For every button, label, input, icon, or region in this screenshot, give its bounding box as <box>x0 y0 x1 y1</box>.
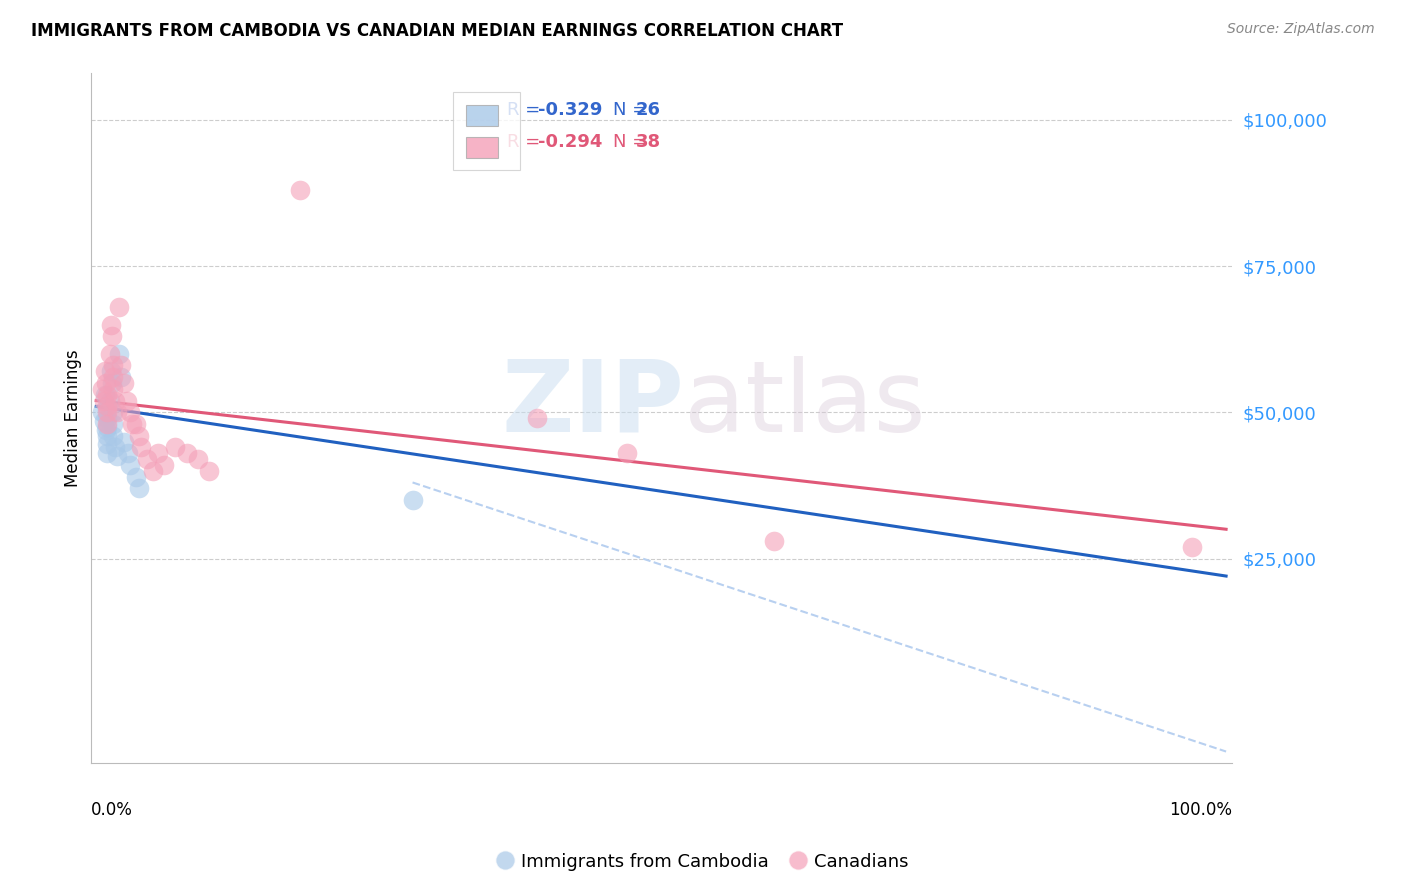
Text: 38: 38 <box>636 133 661 151</box>
Point <box>96 400 118 414</box>
Point <box>101 376 124 390</box>
Point <box>96 437 118 451</box>
Point <box>120 405 142 419</box>
Point <box>110 370 132 384</box>
Text: R =: R = <box>508 101 546 119</box>
Point <box>114 376 136 390</box>
Point <box>100 364 122 378</box>
Point <box>131 441 153 455</box>
Y-axis label: Median Earnings: Median Earnings <box>65 350 82 487</box>
Point <box>96 376 118 390</box>
Point <box>100 318 122 332</box>
Point <box>93 393 115 408</box>
Point <box>93 414 115 428</box>
Point <box>110 359 132 373</box>
Point <box>107 300 129 314</box>
Text: IMMIGRANTS FROM CAMBODIA VS CANADIAN MEDIAN EARNINGS CORRELATION CHART: IMMIGRANTS FROM CAMBODIA VS CANADIAN MED… <box>31 22 844 40</box>
Point <box>98 393 121 408</box>
Point <box>90 382 112 396</box>
Point <box>101 428 124 442</box>
Point <box>153 458 176 472</box>
Point <box>198 464 221 478</box>
Point <box>101 382 124 396</box>
Text: -0.294: -0.294 <box>538 133 602 151</box>
Point <box>148 446 170 460</box>
Text: ZIP: ZIP <box>501 356 683 453</box>
Text: R =: R = <box>508 133 546 151</box>
Point <box>101 359 124 373</box>
Point <box>90 405 112 419</box>
Point <box>101 329 124 343</box>
Point <box>94 388 117 402</box>
Legend: Immigrants from Cambodia, Canadians: Immigrants from Cambodia, Canadians <box>491 846 915 879</box>
Point <box>128 428 150 442</box>
Point <box>120 458 142 472</box>
Point <box>176 446 198 460</box>
Point <box>117 446 139 460</box>
Point <box>1181 540 1204 554</box>
Text: 26: 26 <box>636 101 661 119</box>
Text: N =: N = <box>613 101 654 119</box>
Point <box>96 411 118 425</box>
Point <box>105 449 128 463</box>
Point <box>96 446 118 460</box>
Point <box>107 347 129 361</box>
Text: 100.0%: 100.0% <box>1168 801 1232 819</box>
Point <box>128 481 150 495</box>
Point <box>96 428 118 442</box>
Point <box>125 469 148 483</box>
Point <box>401 493 423 508</box>
Text: atlas: atlas <box>683 356 925 453</box>
Point <box>165 441 187 455</box>
Point <box>96 405 118 419</box>
Text: Source: ZipAtlas.com: Source: ZipAtlas.com <box>1227 22 1375 37</box>
Point <box>98 347 121 361</box>
Point <box>136 452 159 467</box>
Point <box>104 441 127 455</box>
Point <box>101 370 124 384</box>
Text: N =: N = <box>613 133 654 151</box>
Point <box>288 183 311 197</box>
Point <box>104 393 127 408</box>
Legend: , : , <box>453 93 520 170</box>
Point <box>101 405 124 419</box>
Point <box>105 405 128 419</box>
Point <box>96 417 118 431</box>
Point <box>763 533 786 548</box>
Point <box>616 446 638 460</box>
Point <box>187 452 209 467</box>
Point <box>101 417 124 431</box>
Point <box>114 434 136 449</box>
Text: -0.329: -0.329 <box>538 101 602 119</box>
Text: 0.0%: 0.0% <box>90 801 132 819</box>
Point <box>115 393 138 408</box>
Point <box>96 402 118 417</box>
Point <box>96 420 118 434</box>
Point <box>94 364 117 378</box>
Point <box>96 388 118 402</box>
Point <box>142 464 165 478</box>
Point <box>121 417 143 431</box>
Point <box>96 423 118 437</box>
Point <box>125 417 148 431</box>
Point <box>526 411 548 425</box>
